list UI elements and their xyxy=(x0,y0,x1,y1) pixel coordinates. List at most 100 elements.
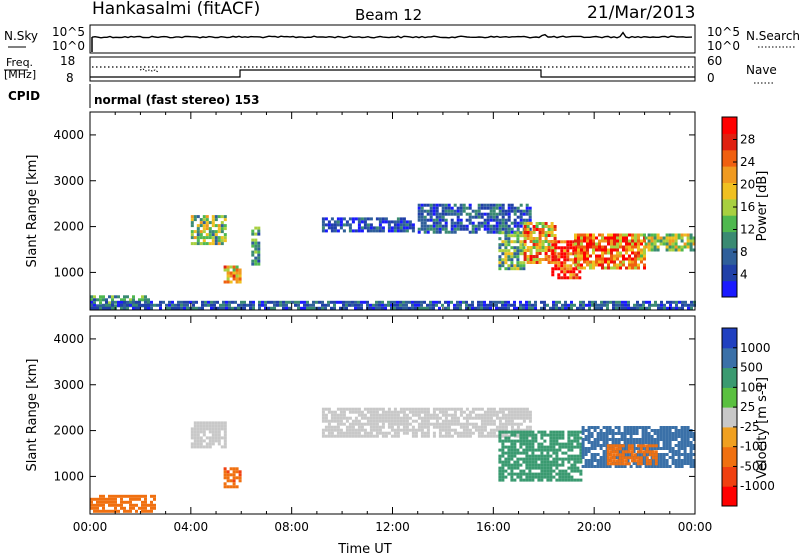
cell-375 xyxy=(435,203,439,207)
cell-901 xyxy=(528,463,532,467)
cell-992 xyxy=(589,263,592,267)
cell-1210 xyxy=(668,233,672,237)
cell-1160 xyxy=(590,444,594,447)
cell-1446 xyxy=(333,300,336,304)
cell-801 xyxy=(547,243,551,246)
cell-410 xyxy=(393,413,397,417)
cell-603 xyxy=(468,428,472,432)
cell-913 xyxy=(531,448,535,452)
cell-1489 xyxy=(677,453,681,456)
cell-362 xyxy=(375,413,379,417)
cell-358 xyxy=(372,428,376,432)
cell-153 xyxy=(211,430,215,434)
cell-130 xyxy=(202,424,206,428)
cell-966 xyxy=(543,454,547,458)
cell-500 xyxy=(426,425,430,429)
cell-1197 xyxy=(602,426,606,429)
cell-867 xyxy=(563,246,567,250)
cell-934 xyxy=(574,242,577,246)
cell-360 xyxy=(375,407,379,411)
cell-514 xyxy=(432,434,436,438)
cell-692 xyxy=(504,413,508,417)
cell-17 xyxy=(99,509,102,513)
cell-1323 xyxy=(635,432,639,435)
cell-1137 xyxy=(634,251,637,255)
cell-669 xyxy=(513,246,517,250)
cell-355 xyxy=(372,419,376,423)
cell-110 xyxy=(193,442,197,446)
cell-398 xyxy=(387,425,391,429)
cell-1209 xyxy=(605,426,609,429)
cell-494 xyxy=(426,407,430,411)
cell-1110 xyxy=(576,466,580,470)
cell-836 xyxy=(513,460,517,464)
cell-1513 xyxy=(683,447,687,450)
cell-1274 xyxy=(117,300,120,304)
cell-226 xyxy=(330,229,334,233)
cell-1068 xyxy=(613,257,616,261)
cell-372 xyxy=(378,416,382,420)
cell-624 xyxy=(477,434,481,438)
cell-332 xyxy=(417,227,421,231)
cell-1210 xyxy=(605,429,609,432)
cell-1134 xyxy=(581,456,585,459)
cell-71 xyxy=(193,215,197,219)
cell-1465 xyxy=(671,447,675,450)
cell-78 xyxy=(141,506,144,510)
cell-1295 xyxy=(626,453,630,456)
cell-637 xyxy=(483,419,487,423)
cell-1459 xyxy=(668,456,672,459)
cell-793 xyxy=(544,252,548,255)
cell-1544 xyxy=(692,438,696,441)
cell-184 xyxy=(223,439,227,443)
cell-993 xyxy=(589,266,592,270)
cell-469 xyxy=(474,209,478,213)
cell-1639 xyxy=(573,303,576,307)
cell-48 xyxy=(120,500,123,504)
cell-316 xyxy=(405,220,409,224)
cell-311 xyxy=(402,217,406,221)
cell-917 xyxy=(531,460,535,464)
cell-86 xyxy=(147,503,150,507)
cell-1609 xyxy=(531,303,534,307)
cell-855 xyxy=(519,442,523,446)
cell-1553 xyxy=(462,300,465,304)
cell-98 xyxy=(190,430,194,434)
cell-1288 xyxy=(132,303,135,307)
cell-1124 xyxy=(631,242,634,246)
cell-1405 xyxy=(279,303,282,307)
cell-284 xyxy=(345,428,349,432)
cell-1357 xyxy=(644,435,648,438)
cell-894 xyxy=(528,439,532,443)
cell-1409 xyxy=(656,453,660,456)
cell-515 xyxy=(435,407,439,411)
cell-441 xyxy=(459,212,463,216)
cell-756 xyxy=(535,243,539,246)
cell-848 xyxy=(516,466,520,470)
cell-337 xyxy=(366,419,370,423)
cell-995 xyxy=(549,460,553,464)
cell-928 xyxy=(534,457,538,461)
cell-1182 xyxy=(650,236,654,240)
cell-95 xyxy=(153,503,156,507)
cell-467 xyxy=(471,227,475,231)
cell-167 xyxy=(232,268,236,272)
cell-1204 xyxy=(665,233,669,237)
ytick-label-4000: 4000 xyxy=(53,332,84,346)
cell-94 xyxy=(153,497,156,501)
cell-891 xyxy=(569,246,573,250)
cell-1602 xyxy=(522,306,525,310)
cell-1476 xyxy=(369,306,372,310)
cell-1710 xyxy=(663,306,666,310)
cell-490 xyxy=(423,422,427,426)
cell-740 xyxy=(529,261,533,264)
cell-857 xyxy=(519,451,523,455)
cell-153 xyxy=(223,265,227,269)
cell-794 xyxy=(504,445,508,449)
cell-593 xyxy=(465,419,469,423)
cell-903 xyxy=(528,469,532,473)
cell-712 xyxy=(523,237,527,240)
cell-533 xyxy=(441,422,445,426)
cell-671 xyxy=(495,428,499,432)
cell-1105 xyxy=(625,242,628,246)
